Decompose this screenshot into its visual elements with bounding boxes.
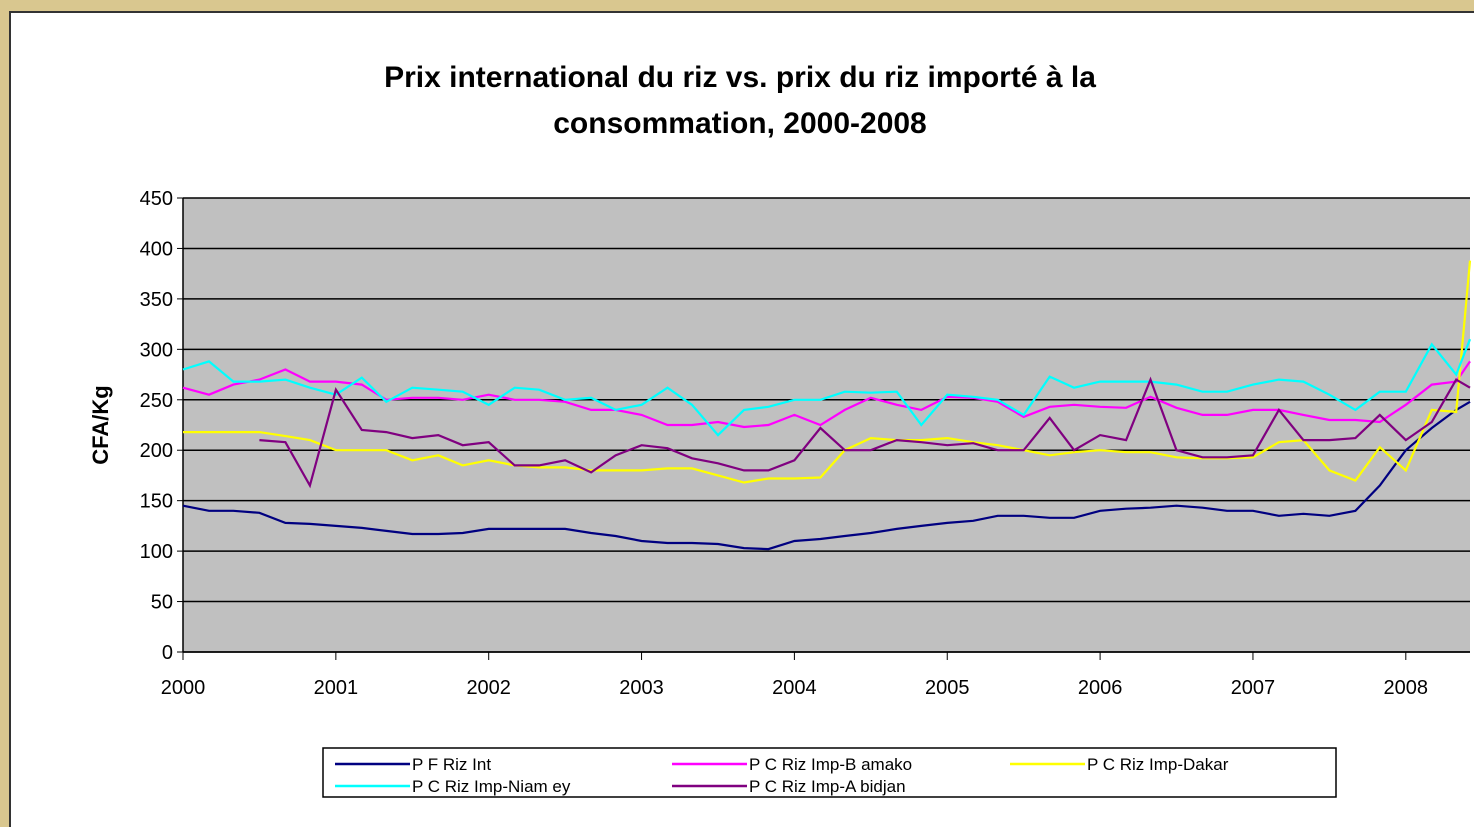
series-line <box>183 260 1472 484</box>
x-tick-label: 2004 <box>772 677 817 699</box>
legend-label: P F Riz Int <box>412 755 491 774</box>
x-tick-label: 2005 <box>925 677 970 699</box>
x-tick-label: 2003 <box>619 677 664 699</box>
chart-title: Prix international du riz vs. prix du ri… <box>384 61 1096 94</box>
legend-box <box>322 747 1337 798</box>
plot-area <box>183 198 1470 652</box>
x-tick-label: 2000 <box>161 677 206 699</box>
legend-label: P C Riz Imp-A bidjan <box>749 777 906 796</box>
series-line <box>182 338 1472 437</box>
legend-label: P C Riz Imp-Dakar <box>1087 755 1229 774</box>
y-tick-label: 300 <box>140 339 173 361</box>
y-tick-label: 150 <box>140 491 173 513</box>
y-tick-label: 0 <box>162 642 173 664</box>
legend-label: P C Riz Imp-B amako <box>749 755 912 774</box>
legend-label: P C Riz Imp-Niam ey <box>412 777 571 796</box>
series-line <box>259 376 1471 489</box>
x-tick-label: 2001 <box>314 677 359 699</box>
series-line <box>182 400 1471 551</box>
y-tick-label: 50 <box>151 592 173 614</box>
x-tick-label: 2002 <box>466 677 511 699</box>
y-tick-label: 100 <box>140 541 173 563</box>
x-tick-label: 2006 <box>1078 677 1123 699</box>
y-tick-label: 350 <box>140 289 173 311</box>
y-tick-label: 200 <box>140 440 173 462</box>
y-tick-label: 250 <box>140 390 173 412</box>
series-line <box>182 360 1471 429</box>
x-tick-label: 2008 <box>1384 677 1429 699</box>
y-tick-label: 450 <box>140 188 173 210</box>
chart-title: consommation, 2000-2008 <box>553 107 927 140</box>
y-axis-label: CFA/Kg <box>88 385 113 464</box>
y-tick-label: 400 <box>140 238 173 260</box>
x-tick-label: 2007 <box>1231 677 1276 699</box>
